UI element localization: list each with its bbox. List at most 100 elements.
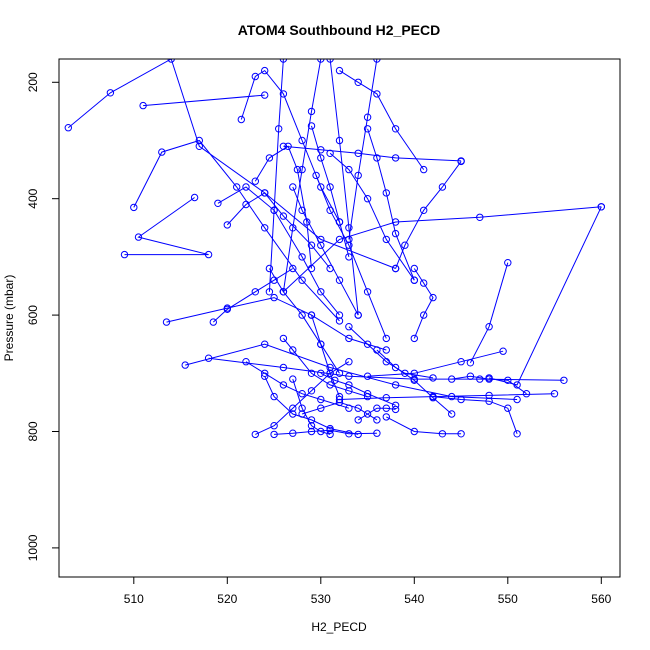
data-point-13-0 [261, 372, 269, 380]
data-point-25-2 [373, 404, 381, 412]
data-point-2-6 [335, 317, 344, 325]
series-34 [485, 203, 605, 389]
series-9 [223, 189, 334, 273]
data-point-36-3 [335, 235, 344, 244]
series-line-30 [413, 268, 434, 339]
series-line-35 [367, 350, 504, 377]
data-point-22-3 [382, 235, 390, 244]
x-tick-label-4: 550 [498, 592, 518, 606]
data-point-28-3 [457, 430, 465, 438]
series-line-39 [255, 361, 350, 435]
data-point-35-2 [410, 369, 418, 377]
series-line-12 [254, 145, 312, 269]
data-point-15-0 [270, 430, 278, 439]
data-point-2-2 [195, 136, 204, 145]
data-point-34-0 [485, 374, 493, 382]
series-line-29 [395, 161, 462, 269]
y-tick-label-2: 600 [26, 305, 40, 325]
series-line-7 [212, 268, 294, 323]
data-point-19-2 [326, 183, 334, 191]
data-point-5-3 [391, 381, 400, 389]
series-line-41 [282, 59, 322, 292]
data-point-43-2 [345, 224, 353, 232]
data-point-28-0 [382, 413, 390, 421]
data-point-24-4 [429, 374, 437, 382]
data-point-21-2 [345, 381, 353, 389]
data-point-30-1 [420, 311, 428, 319]
data-point-33-1 [485, 323, 493, 331]
data-point-20-2 [345, 241, 353, 249]
series-line-17 [292, 186, 359, 316]
data-point-34-1 [513, 381, 521, 389]
data-point-4-5 [382, 346, 390, 354]
series-28 [382, 413, 465, 438]
data-point-4-0 [162, 318, 171, 326]
data-point-45-2 [326, 369, 334, 377]
data-point-13-1 [270, 392, 278, 401]
data-point-12-0 [251, 177, 260, 185]
data-point-5-1 [261, 340, 269, 348]
data-point-44-0 [373, 59, 381, 63]
data-point-23-2 [373, 90, 381, 98]
data-point-13-2 [289, 410, 297, 418]
series-line-8 [217, 186, 340, 316]
data-point-2-5 [298, 276, 306, 284]
x-axis-label: H2_PECD [311, 620, 367, 634]
data-point-45-0 [307, 311, 316, 319]
y-axis-label: Pressure (mbar) [2, 275, 16, 362]
series-45 [307, 311, 344, 401]
data-point-26-2 [382, 189, 390, 197]
series-line-38 [283, 145, 462, 162]
data-point-7-1 [223, 305, 232, 313]
series-35 [363, 347, 507, 380]
data-point-30-3 [420, 279, 428, 287]
y-tick-label-0: 200 [26, 72, 40, 92]
data-point-1-0 [139, 101, 147, 110]
data-point-29-3 [438, 183, 447, 191]
series-line-14 [268, 268, 340, 374]
data-point-41-1 [307, 107, 316, 116]
data-point-42-3 [265, 288, 274, 296]
data-point-18-1 [317, 404, 325, 412]
data-point-2-0 [130, 203, 138, 212]
data-point-15-5 [373, 429, 381, 437]
data-point-30-0 [410, 334, 418, 343]
data-point-44-2 [354, 171, 362, 180]
data-point-23-4 [420, 165, 428, 174]
data-point-24-0 [345, 323, 353, 331]
series-line-28 [386, 416, 462, 435]
data-point-10-4 [298, 136, 306, 145]
data-point-5-2 [326, 363, 334, 372]
data-point-20-4 [382, 334, 390, 343]
data-point-19-1 [317, 154, 325, 162]
data-point-11-0 [242, 358, 250, 366]
plot-frame [58, 58, 621, 578]
data-point-29-1 [401, 241, 409, 249]
data-point-21-0 [317, 369, 325, 377]
data-point-3-2 [134, 233, 143, 241]
data-point-6-4 [476, 375, 484, 383]
data-point-38-1 [391, 154, 400, 162]
data-point-41-0 [317, 59, 325, 63]
data-point-8-3 [298, 253, 306, 261]
series-line-44 [348, 59, 378, 240]
data-point-16-3 [326, 381, 334, 389]
data-point-23-3 [391, 125, 400, 133]
data-point-35-1 [457, 358, 465, 366]
series-line-4 [166, 297, 387, 351]
data-point-40-0 [289, 375, 297, 383]
data-point-40-4 [326, 430, 334, 439]
series-line-42 [268, 59, 284, 292]
data-point-9-3 [279, 212, 288, 220]
series-layer [64, 59, 605, 439]
data-point-5-0 [181, 361, 189, 369]
data-point-27-2 [410, 376, 418, 384]
data-point-10-0 [237, 115, 246, 124]
x-tick-label-2: 530 [311, 592, 331, 606]
data-point-9-2 [261, 189, 269, 197]
data-point-13-5 [354, 430, 362, 439]
data-point-1-1 [261, 91, 269, 99]
data-point-36-2 [391, 218, 400, 226]
data-point-4-2 [270, 293, 278, 302]
